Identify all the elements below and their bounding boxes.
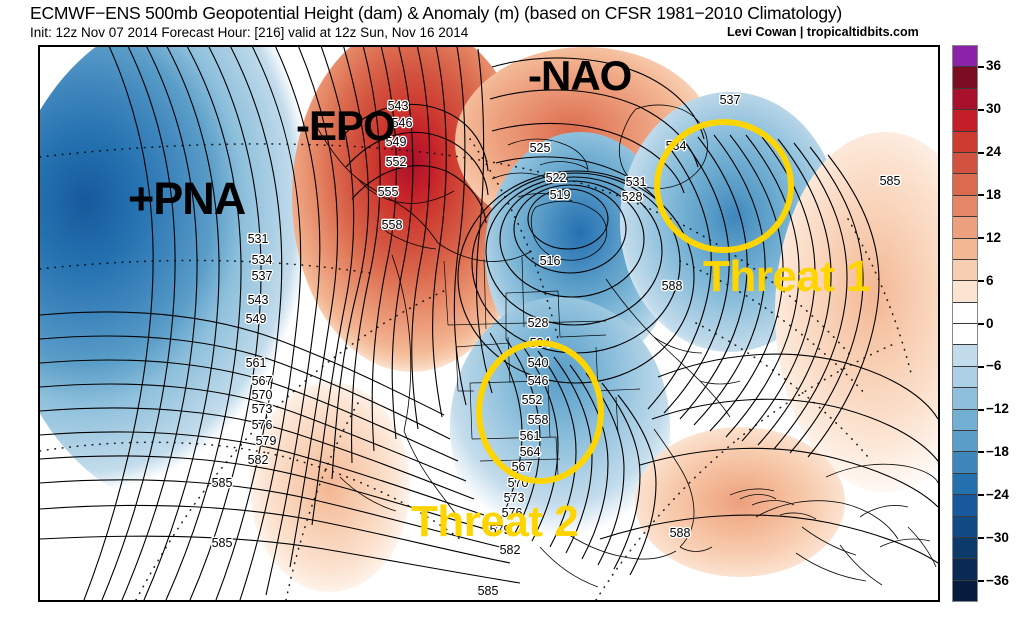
svg-text:585: 585 xyxy=(880,174,901,188)
threat-2-highlight-circle xyxy=(476,340,604,484)
colorbar-swatch xyxy=(953,281,977,303)
colorbar-swatch xyxy=(953,217,977,239)
colorbar-tick-label: 12 xyxy=(978,231,1001,245)
svg-text:555: 555 xyxy=(378,185,399,199)
svg-text:558: 558 xyxy=(382,218,403,232)
svg-text:549: 549 xyxy=(386,135,407,149)
colorbar-swatch xyxy=(953,302,977,325)
svg-text:516: 516 xyxy=(540,254,561,268)
colorbar-swatch xyxy=(953,238,977,260)
annotation-threat-1: Threat 1 xyxy=(703,252,871,301)
threat-1-highlight-circle xyxy=(654,119,794,253)
svg-text:588: 588 xyxy=(670,526,691,540)
annotation-nao: -NAO xyxy=(528,52,632,99)
geopotential-height-anomaly-plot: 531 534 537 543 549 561 567 570 573 576 … xyxy=(40,47,938,600)
svg-text:543: 543 xyxy=(388,99,409,113)
colorbar-swatch xyxy=(953,110,977,132)
colorbar-swatch xyxy=(953,559,977,581)
svg-text:528: 528 xyxy=(622,190,643,204)
svg-text:573: 573 xyxy=(504,491,525,505)
colorbar-swatch xyxy=(953,452,977,474)
svg-text:576: 576 xyxy=(502,506,523,520)
svg-text:588: 588 xyxy=(662,279,683,293)
svg-text:561: 561 xyxy=(246,356,267,370)
colorbar-swatch xyxy=(953,152,977,175)
attribution-credit: Levi Cowan | tropicaltidbits.com xyxy=(727,25,919,39)
svg-text:528: 528 xyxy=(528,316,549,330)
svg-text:525: 525 xyxy=(530,141,551,155)
page-title: ECMWF−ENS 500mb Geopotential Height (dam… xyxy=(30,3,843,23)
svg-text:585: 585 xyxy=(212,536,233,550)
colorbar-swatch xyxy=(953,495,977,517)
map-canvas: 531 534 537 543 549 561 567 570 573 576 … xyxy=(40,47,938,600)
colorbar-tick-label: −18 xyxy=(978,445,1009,459)
svg-text:537: 537 xyxy=(720,93,741,107)
colorbar-swatch xyxy=(953,345,977,367)
colorbar-tick-label: 30 xyxy=(978,102,1001,116)
colorbar-swatch xyxy=(953,174,977,196)
colorbar-swatch xyxy=(953,431,977,453)
map-panel[interactable]: 531 534 537 543 549 561 567 570 573 576 … xyxy=(38,45,940,602)
colorbar-swatch xyxy=(953,259,977,282)
svg-text:585: 585 xyxy=(212,476,233,490)
svg-text:570: 570 xyxy=(252,388,273,402)
svg-text:579: 579 xyxy=(256,434,277,448)
colorbar-swatch xyxy=(953,46,977,68)
svg-text:534: 534 xyxy=(252,253,273,267)
colorbar-tick-label: 24 xyxy=(978,145,1001,159)
colorbar-swatch xyxy=(953,516,977,538)
colorbar-swatch xyxy=(953,195,977,218)
svg-text:543: 543 xyxy=(248,293,269,307)
colorbar-swatch xyxy=(953,131,977,153)
forecast-init-line: Init: 12z Nov 07 2014 Forecast Hour: [21… xyxy=(30,25,469,40)
colorbar-swatch xyxy=(953,88,977,111)
annotation-pna: +PNA xyxy=(128,173,246,224)
colorbar-tick-label: 0 xyxy=(978,316,994,331)
colorbar-swatch xyxy=(953,388,977,410)
colorbar-swatch xyxy=(953,324,977,346)
svg-text:585: 585 xyxy=(478,584,499,598)
colorbar-tick-label: −24 xyxy=(978,488,1009,502)
colorbar-tick-label: −6 xyxy=(978,359,1001,373)
colorbar-tick-label: −12 xyxy=(978,402,1009,416)
annotation-threat-2: Threat 2 xyxy=(411,497,579,546)
colorbar-swatch xyxy=(953,473,977,496)
svg-text:582: 582 xyxy=(500,543,521,557)
svg-text:546: 546 xyxy=(392,116,413,130)
anomaly-colorbar xyxy=(952,45,978,602)
colorbar-tick-label: −36 xyxy=(978,574,1009,588)
colorbar-swatch xyxy=(953,366,977,389)
svg-text:573: 573 xyxy=(252,402,273,416)
svg-text:552: 552 xyxy=(386,155,407,169)
svg-text:531: 531 xyxy=(248,232,269,246)
svg-text:582: 582 xyxy=(248,453,269,467)
svg-text:537: 537 xyxy=(252,269,273,283)
colorbar-tick-label: 36 xyxy=(978,59,1001,73)
colorbar-tick-label: −30 xyxy=(978,531,1009,545)
colorbar-swatch xyxy=(953,409,977,432)
svg-text:531: 531 xyxy=(626,175,647,189)
svg-text:567: 567 xyxy=(252,374,273,388)
svg-text:579: 579 xyxy=(490,523,511,537)
colorbar-tick-label: 6 xyxy=(978,274,994,288)
svg-text:549: 549 xyxy=(246,312,267,326)
colorbar-swatch xyxy=(953,580,977,602)
anomaly-colorbar-ticks: 36 30 24 18 12 6 0 −6 −12 −18 −24 −30 −36 xyxy=(978,45,1024,602)
colorbar-swatch xyxy=(953,67,977,89)
colorbar-tick-label: 18 xyxy=(978,188,1001,202)
svg-text:576: 576 xyxy=(252,418,273,432)
colorbar-swatch xyxy=(953,537,977,560)
svg-text:519: 519 xyxy=(550,188,571,202)
svg-text:522: 522 xyxy=(546,171,567,185)
annotation-epo: -EPO xyxy=(296,102,396,149)
